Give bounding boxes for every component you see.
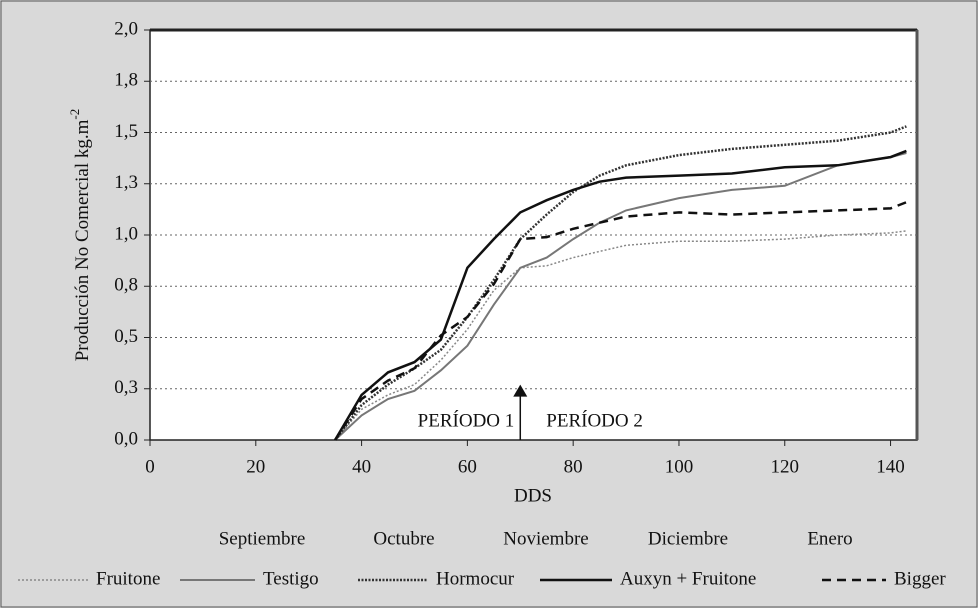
month-label: Enero bbox=[807, 528, 852, 549]
x-tick-label: 120 bbox=[771, 456, 800, 477]
x-tick-label: 60 bbox=[458, 456, 477, 477]
arrow-head bbox=[513, 384, 528, 397]
y-tick-label: 1,0 bbox=[114, 223, 138, 244]
y-tick-label: 2,0 bbox=[114, 18, 138, 39]
x-tick-label: 100 bbox=[665, 456, 694, 477]
month-label: Octubre bbox=[373, 528, 434, 549]
y-tick-label: 0,5 bbox=[114, 326, 138, 347]
y-tick-label: 0,0 bbox=[114, 428, 138, 449]
annotation: PERÍODO 1 bbox=[418, 409, 515, 431]
legend-label: Bigger bbox=[894, 568, 946, 589]
legend-label: Auxyn + Fruitone bbox=[620, 568, 756, 589]
y-tick-label: 1,3 bbox=[114, 172, 138, 193]
x-tick-label: 20 bbox=[246, 456, 265, 477]
y-tick-label: 1,8 bbox=[114, 70, 138, 91]
y-tick-label: 1,5 bbox=[114, 121, 138, 142]
annotation: PERÍODO 2 bbox=[546, 409, 643, 431]
x-tick-label: 140 bbox=[876, 456, 905, 477]
x-tick-label: 80 bbox=[564, 456, 583, 477]
month-label: Septiembre bbox=[219, 528, 306, 549]
x-tick-label: 40 bbox=[352, 456, 371, 477]
series-line bbox=[334, 201, 907, 441]
series-line bbox=[334, 149, 907, 441]
y-axis-label-sup: -2 bbox=[67, 109, 82, 120]
legend-label: Testigo bbox=[263, 568, 319, 589]
series-line bbox=[334, 230, 907, 441]
x-axis-label: DDS bbox=[514, 485, 552, 506]
month-label: Diciembre bbox=[648, 528, 728, 549]
month-label: Noviembre bbox=[503, 528, 588, 549]
y-tick-label: 0,3 bbox=[114, 377, 138, 398]
y-axis-label-main: Producción No Comercial kg.m bbox=[72, 119, 93, 361]
legend-label: Hormocur bbox=[436, 568, 515, 589]
series-line bbox=[334, 152, 907, 441]
plot-area bbox=[149, 29, 918, 441]
x-tick-label: 0 bbox=[145, 456, 155, 477]
legend-label: Fruitone bbox=[96, 568, 160, 589]
y-tick-label: 0,8 bbox=[114, 275, 138, 296]
y-axis-label: Producción No Comercial kg.m-2 bbox=[67, 109, 93, 362]
